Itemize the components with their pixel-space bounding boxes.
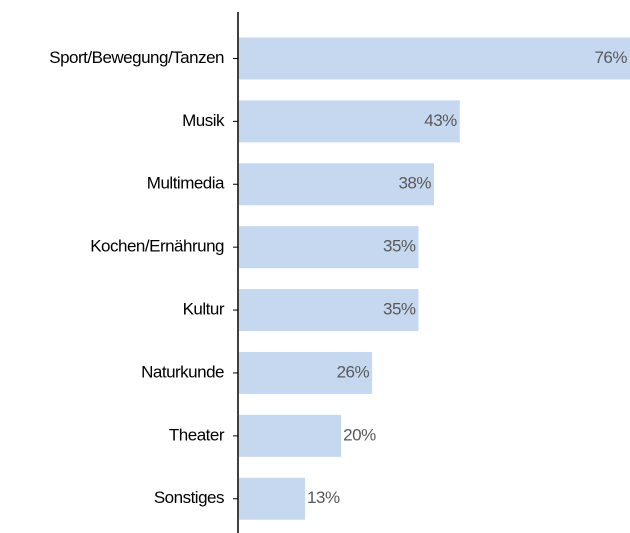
value-label: 43% xyxy=(424,111,457,130)
category-label: Multimedia xyxy=(147,174,225,193)
bar xyxy=(239,414,342,457)
value-label: 35% xyxy=(383,300,416,319)
category-label: Theater xyxy=(169,425,225,444)
category-label: Sonstiges xyxy=(154,488,224,507)
category-label: Naturkunde xyxy=(141,362,224,381)
bar xyxy=(239,163,434,206)
bar xyxy=(239,351,373,394)
value-label: 38% xyxy=(398,174,431,193)
bar xyxy=(239,100,460,143)
bar xyxy=(239,477,306,520)
category-label: Sport/Bewegung/Tanzen xyxy=(49,48,224,67)
value-label: 76% xyxy=(594,48,627,67)
bar xyxy=(239,37,630,80)
value-label: 13% xyxy=(307,488,340,507)
bar xyxy=(239,226,419,269)
bar xyxy=(239,289,419,332)
value-label: 20% xyxy=(343,425,376,444)
category-label: Kochen/Ernährung xyxy=(90,237,224,256)
category-label: Musik xyxy=(182,111,225,130)
category-label: Kultur xyxy=(183,300,225,319)
value-label: 35% xyxy=(383,237,416,256)
value-label: 26% xyxy=(337,362,370,381)
